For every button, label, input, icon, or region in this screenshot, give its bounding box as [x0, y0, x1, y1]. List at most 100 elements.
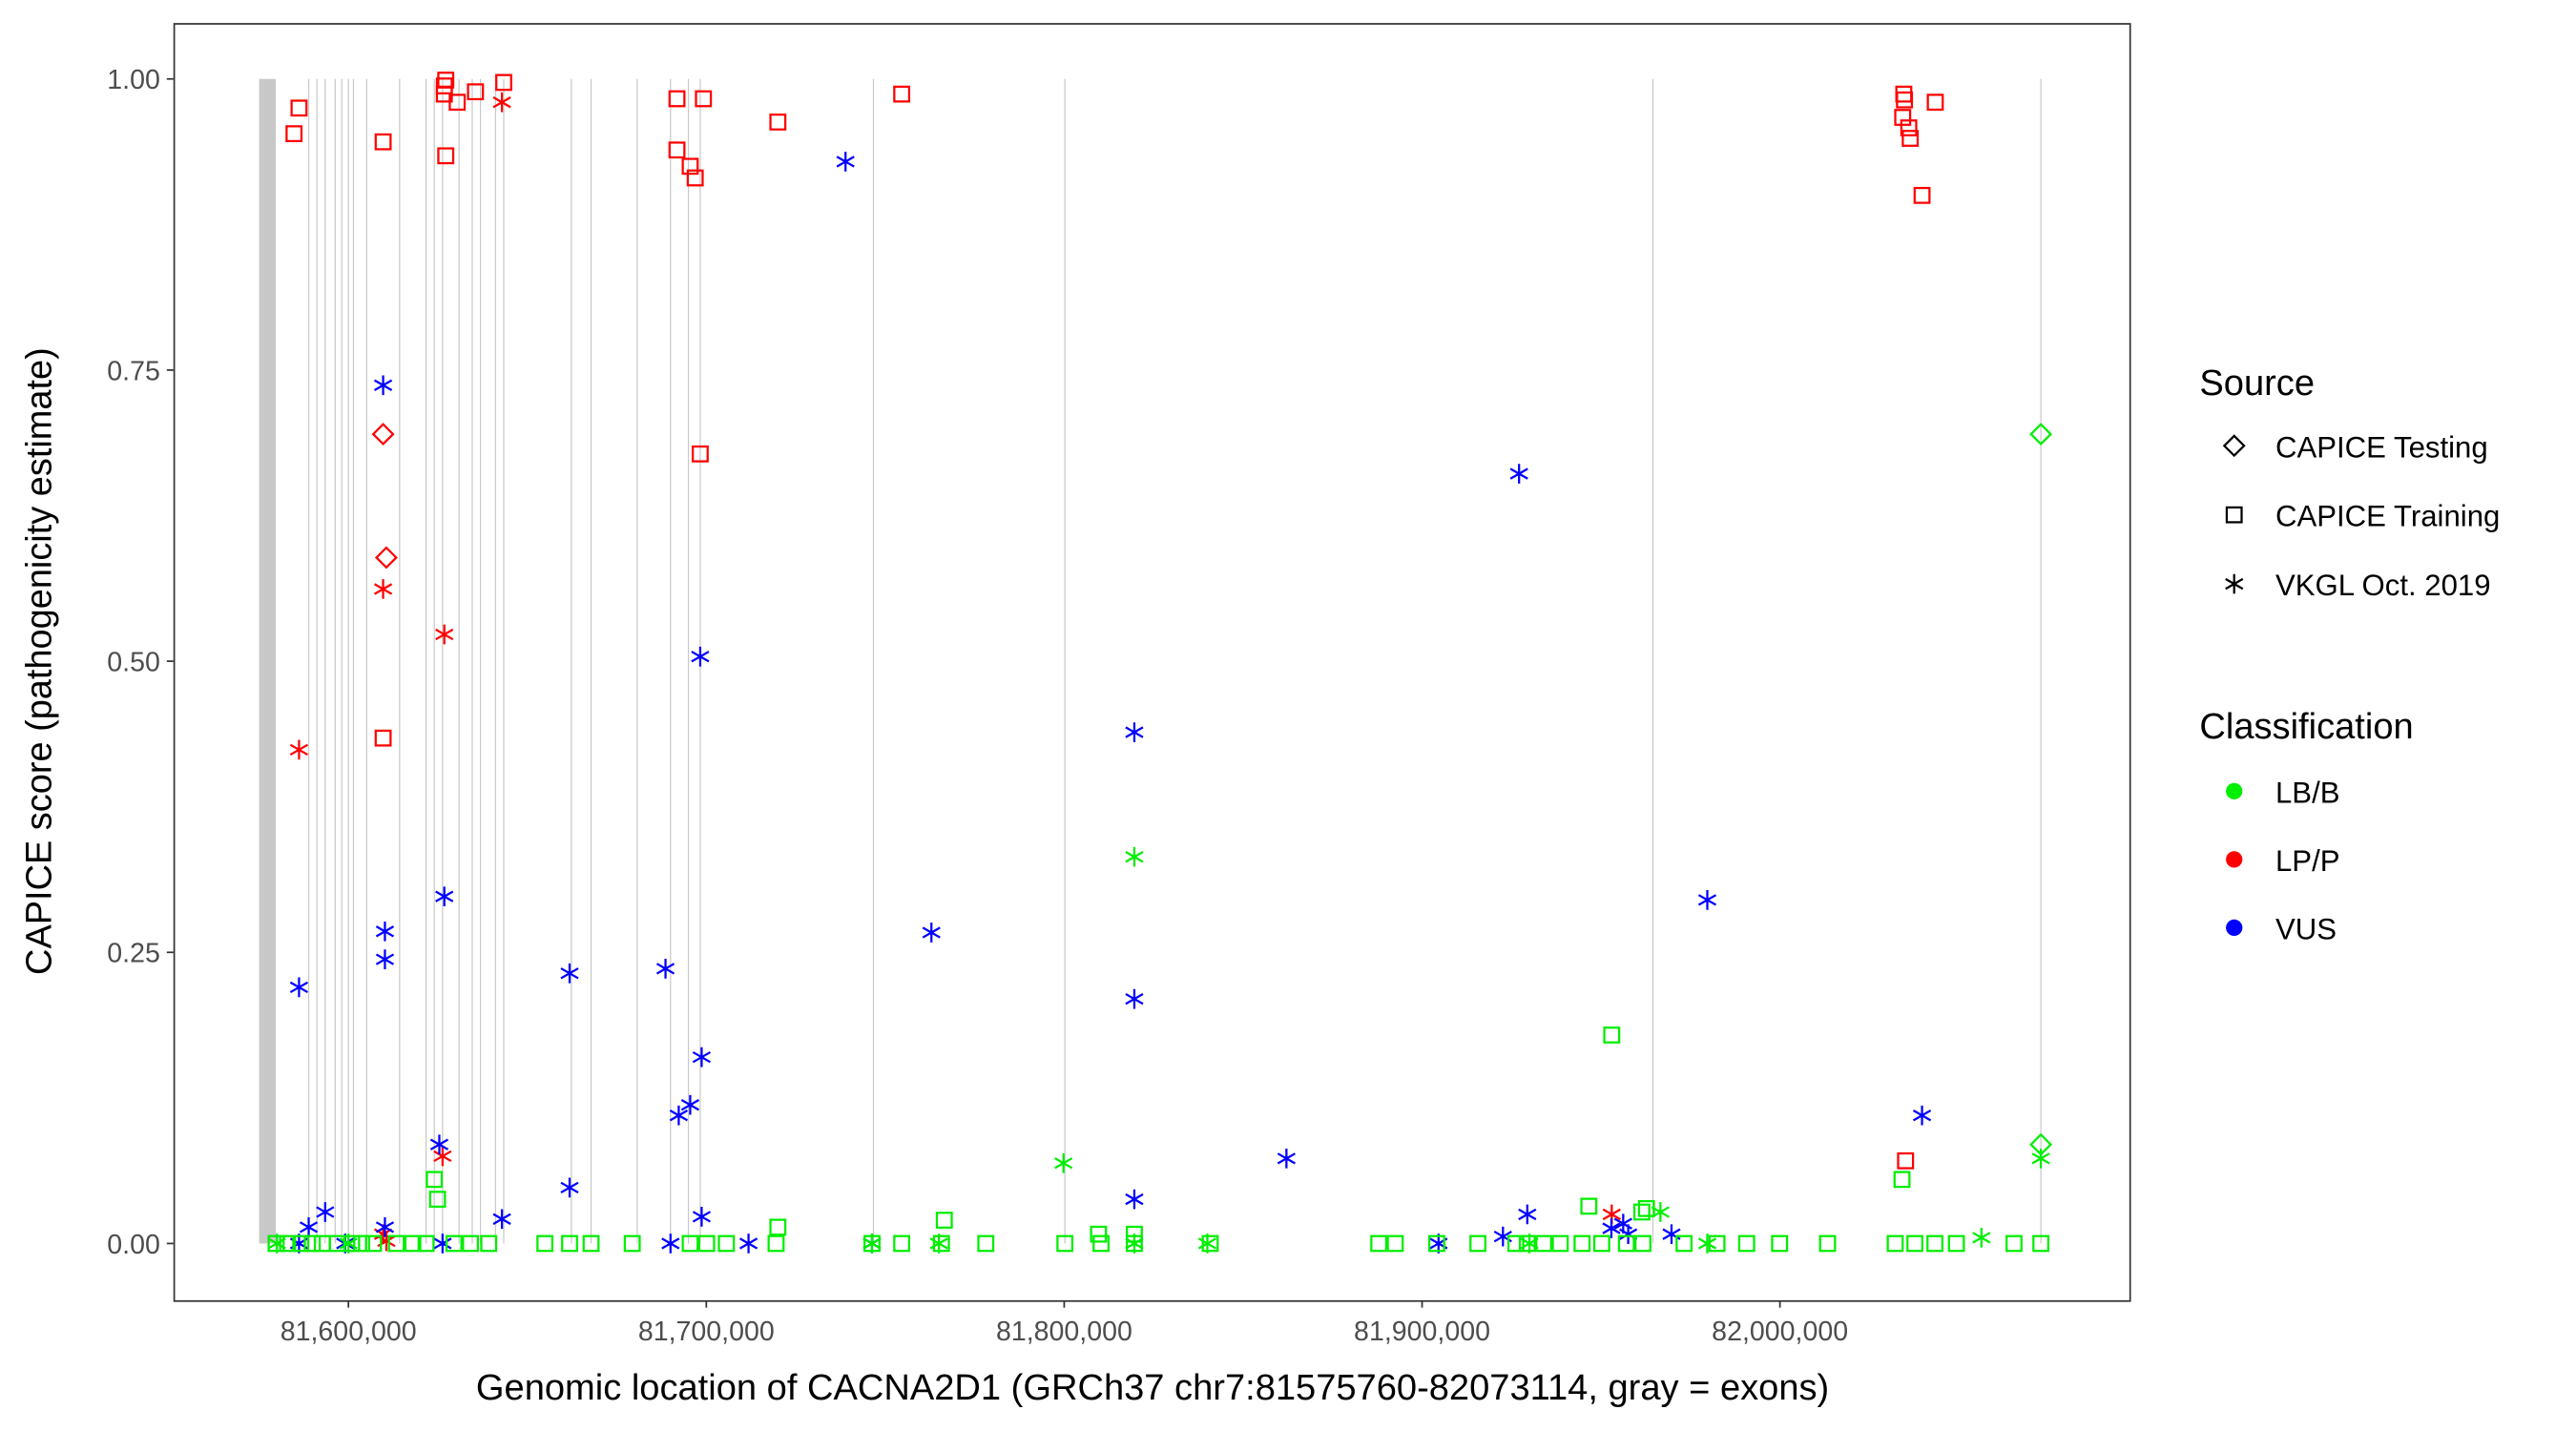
data-point — [686, 169, 704, 187]
data-point — [582, 1234, 600, 1253]
x-tick-label: 81,800,000 — [996, 1317, 1132, 1347]
data-point — [374, 546, 398, 570]
data-point — [1126, 1225, 1143, 1243]
exon-lines — [259, 78, 2042, 1244]
legend-classification-label: LP/P — [2275, 844, 2340, 878]
data-point — [669, 1105, 689, 1126]
data-point — [289, 739, 309, 760]
data-point — [1697, 1234, 1717, 1254]
data-point — [364, 1234, 383, 1253]
y-axis: 0.00 0.25 0.50 0.75 1.00 — [107, 65, 174, 1260]
data-point — [1580, 1197, 1598, 1215]
data-point — [1697, 889, 1717, 910]
data-point — [1603, 1027, 1621, 1044]
data-point — [1386, 1234, 1404, 1253]
data-point — [285, 125, 303, 143]
data-point — [1125, 1189, 1144, 1210]
data-point — [668, 141, 686, 159]
data-point — [428, 1191, 447, 1208]
data-point — [279, 1234, 297, 1253]
data-point — [697, 1234, 716, 1253]
data-point — [1900, 119, 1918, 136]
data-point — [375, 1217, 395, 1237]
data-point — [935, 1212, 953, 1229]
data-point — [267, 1234, 285, 1253]
legend-diamond-icon — [2222, 434, 2246, 458]
legend-dot-icon — [2226, 782, 2243, 799]
data-point — [681, 157, 699, 176]
data-point — [1895, 85, 1913, 103]
data-point — [1893, 1171, 1911, 1189]
data-point — [836, 152, 855, 172]
data-point — [1708, 1234, 1726, 1253]
data-point — [492, 92, 511, 113]
data-point — [437, 147, 455, 165]
data-point — [738, 1234, 758, 1254]
data-point — [692, 1047, 712, 1068]
data-point — [375, 921, 395, 942]
data-point — [1675, 1234, 1693, 1253]
data-point — [1506, 1234, 1525, 1253]
data-point — [655, 959, 675, 979]
data-point — [1632, 1203, 1651, 1221]
data-point — [1771, 1234, 1789, 1253]
data-point — [1947, 1234, 1965, 1253]
legend-star-icon — [2225, 573, 2244, 594]
data-point — [1818, 1234, 1837, 1253]
data-point — [373, 375, 393, 396]
data-point — [445, 1234, 463, 1253]
data-point — [560, 1177, 579, 1198]
legend-dot-icon — [2226, 919, 2243, 937]
data-point — [290, 99, 308, 117]
points-layer — [267, 72, 2053, 1254]
data-point — [560, 963, 579, 984]
y-tick-label: 0.00 — [107, 1230, 160, 1260]
data-point — [1926, 93, 1944, 112]
data-point — [1090, 1225, 1108, 1243]
x-axis-title: Genomic location of CACNA2D1 (GRCh37 chr… — [476, 1368, 1829, 1408]
data-point — [1518, 1204, 1537, 1225]
data-point — [863, 1234, 881, 1253]
data-point — [1126, 1234, 1143, 1253]
data-point — [303, 1234, 322, 1253]
data-point — [2032, 1234, 2050, 1253]
legend-classification-label: VUS — [2275, 913, 2337, 946]
data-point — [437, 72, 455, 89]
legend-classification-label: LB/B — [2275, 776, 2340, 809]
data-point — [1897, 1151, 1915, 1170]
data-point — [1912, 1105, 1932, 1126]
data-point — [692, 1207, 712, 1227]
data-point — [387, 1234, 405, 1253]
legend-source-label: VKGL Oct. 2019 — [2275, 569, 2491, 602]
data-point — [1509, 464, 1528, 484]
data-point — [495, 73, 512, 92]
x-tick-label: 81,600,000 — [280, 1317, 417, 1347]
data-point — [353, 1234, 370, 1253]
y-tick-label: 1.00 — [107, 65, 160, 95]
y-tick-label: 0.25 — [107, 939, 160, 969]
data-point — [695, 90, 713, 108]
data-point — [316, 1202, 335, 1222]
data-point — [289, 977, 309, 998]
data-point — [1906, 1234, 1923, 1253]
legend-source-label: CAPICE Training — [2275, 500, 2500, 533]
data-point — [433, 1146, 452, 1167]
y-axis-title: CAPICE score (pathogenicity estimate) — [20, 347, 60, 975]
data-point — [1573, 1234, 1591, 1253]
data-point — [2031, 1148, 2050, 1169]
data-point — [2029, 1132, 2053, 1156]
data-point — [1613, 1213, 1632, 1234]
data-point — [1901, 130, 1920, 147]
data-point — [668, 90, 686, 108]
data-point — [1894, 109, 1912, 126]
y-tick-label: 0.75 — [107, 356, 160, 386]
data-point — [371, 423, 395, 446]
data-point — [1551, 1234, 1569, 1253]
data-point — [1092, 1234, 1110, 1253]
data-point — [691, 646, 710, 667]
data-point — [680, 1094, 700, 1115]
data-point — [1886, 1234, 1904, 1253]
plot-panel-border — [173, 23, 2131, 1302]
data-point — [299, 1217, 319, 1237]
